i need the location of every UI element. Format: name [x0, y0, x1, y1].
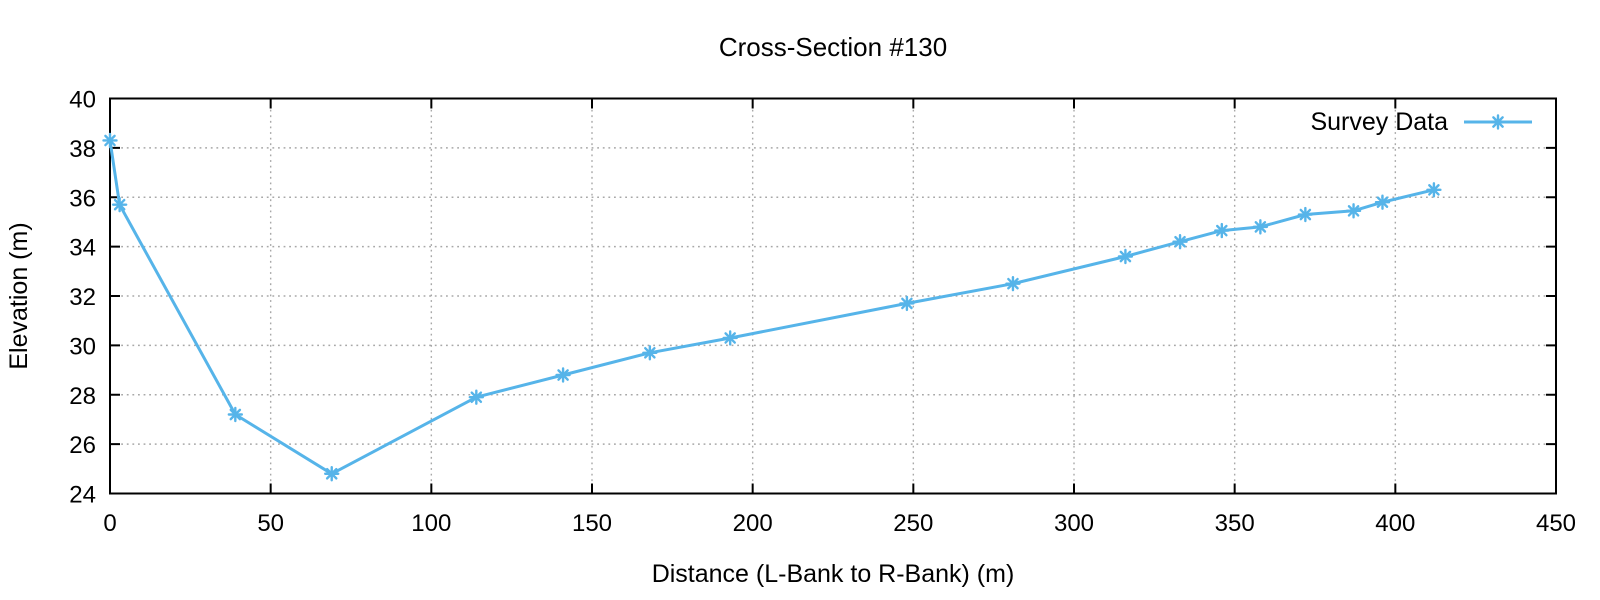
plot-border — [109, 97, 1557, 495]
data-point-marker — [1345, 203, 1362, 219]
data-point-marker — [722, 330, 738, 346]
y-tick-label: 30 — [69, 333, 96, 360]
y-tick-label: 36 — [69, 185, 96, 212]
data-point-marker — [1252, 219, 1269, 235]
legend-marker-sample — [1490, 114, 1506, 130]
y-tick-label: 40 — [69, 87, 96, 114]
y-tick-label: 26 — [69, 432, 96, 459]
data-point-marker — [1214, 222, 1230, 239]
y-tick-label: 28 — [69, 383, 96, 410]
legend-label: Survey Data — [1310, 108, 1448, 136]
x-tick-label: 400 — [1375, 510, 1415, 537]
series-line — [108, 139, 1436, 476]
data-point-marker — [1117, 248, 1134, 265]
x-tick-label: 100 — [411, 510, 451, 537]
x-axis-label: Distance (L-Bank to R-Bank) (m) — [652, 560, 1015, 588]
y-tick-label: 38 — [69, 136, 96, 163]
data-point-marker — [227, 406, 244, 423]
x-tick-label: 200 — [733, 510, 773, 537]
x-tick-label: 300 — [1054, 510, 1094, 537]
data-point-marker — [1374, 194, 1391, 210]
x-tick-label: 50 — [257, 510, 284, 537]
x-tick-label: 450 — [1536, 510, 1576, 537]
data-point-marker — [1005, 275, 1021, 292]
y-tick-label: 34 — [69, 235, 96, 262]
y-tick-label: 32 — [69, 284, 96, 311]
data-point-marker — [899, 295, 915, 312]
y-axis-label: Elevation (m) — [5, 222, 33, 369]
data-point-marker — [1426, 182, 1442, 198]
x-tick-label: 250 — [893, 510, 933, 537]
data-point-marker — [642, 345, 658, 361]
chart-title: Cross-Section #130 — [719, 32, 947, 62]
data-point-marker — [102, 132, 118, 149]
data-point-marker — [1172, 233, 1188, 250]
x-tick-label: 0 — [103, 510, 116, 537]
data-point-marker — [468, 389, 485, 405]
y-tick-label: 24 — [69, 482, 96, 509]
data-point-marker — [1297, 206, 1314, 223]
x-tick-label: 150 — [572, 510, 612, 537]
data-point-marker — [111, 196, 128, 213]
x-tick-label: 350 — [1215, 510, 1255, 537]
data-point-marker — [324, 466, 340, 482]
data-point-marker — [555, 367, 571, 383]
